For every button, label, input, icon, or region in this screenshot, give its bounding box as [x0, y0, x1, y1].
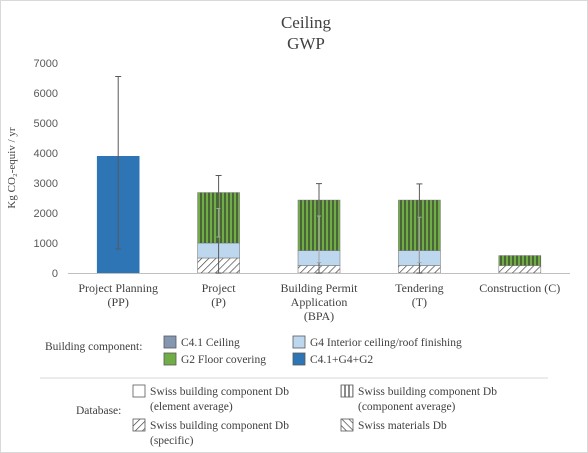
legend-item-g4-interior: G4 Interior ceiling/roof finishing	[292, 335, 462, 349]
legend-label-combined: C4.1+G4+G2	[310, 354, 373, 366]
legend-item-materials-db: Swiss materials Db	[340, 418, 447, 432]
legend-database-title: Database:	[76, 405, 121, 417]
legend-label-c41-ceiling: C4.1 Ceiling	[181, 337, 240, 349]
y-axis-ticks: 0 1000 2000 3000 4000 5000 6000 7000	[34, 58, 58, 280]
legend-label-specific-1: Swiss building component Db	[150, 420, 289, 432]
legend-swatch-element-average	[132, 384, 146, 398]
y-tick-label: 4000	[34, 148, 58, 160]
x-tick-label: Construction (C)	[479, 281, 560, 295]
y-tick-label: 7000	[34, 58, 58, 70]
legend-label-materials-db: Swiss materials Db	[358, 420, 447, 432]
x-tick-label: (T)	[412, 295, 427, 309]
y-tick-label: 3000	[34, 178, 58, 190]
x-axis-labels: Project Planning(PP) Project(P) Building P…	[78, 281, 560, 323]
legend-label-element-average-2: (element average)	[150, 401, 233, 413]
legend-label-specific-2: (specific)	[150, 435, 194, 447]
legend-item-combined: C4.1+G4+G2	[292, 352, 373, 366]
legend-database: Database: Swiss building component Db (e…	[76, 384, 497, 447]
bar-segment-g2-floor-pattern	[498, 255, 541, 266]
y-tick-label: 5000	[34, 118, 58, 130]
legend-label-component-average-2: (component average)	[358, 401, 456, 413]
legend-item-component-average: Swiss building component Db (component a…	[340, 384, 497, 413]
legend-swatch-g4-interior	[292, 335, 306, 349]
legend-label-element-average-1: Swiss building component Db	[150, 386, 289, 398]
legend-component-title: Building component:	[45, 341, 142, 353]
x-tick-label: (P)	[211, 295, 226, 309]
legend-item-element-average: Swiss building component Db (element ave…	[132, 384, 289, 413]
legend-swatch-specific	[132, 418, 146, 432]
y-tick-label: 1000	[34, 238, 58, 250]
legend-swatch-materials-db	[340, 418, 354, 432]
legend-label-g2-floor: G2 Floor covering	[181, 354, 266, 366]
legend-label-g4-interior: G4 Interior ceiling/roof finishing	[310, 337, 462, 349]
y-tick-label: 2000	[34, 208, 58, 220]
legend-building-component: Building component: C4.1 Ceiling G4 Inte…	[45, 335, 462, 366]
y-tick-label: 6000	[34, 88, 58, 100]
chart-subtitle: GWP	[287, 34, 325, 53]
legend-swatch-g2-floor	[163, 352, 177, 366]
legend-label-component-average-1: Swiss building component Db	[358, 386, 497, 398]
y-tick-label: 0	[52, 268, 58, 280]
legend-swatch-combined	[292, 352, 306, 366]
x-tick-label: Project Planning	[78, 281, 158, 295]
legend-swatch-component-average	[340, 384, 354, 398]
x-tick-label: (PP)	[108, 295, 129, 309]
x-tick-label: Tendering	[395, 281, 443, 295]
x-tick-label: Project	[202, 281, 237, 295]
plot-area	[68, 76, 570, 274]
legend-swatch-c41-ceiling	[163, 335, 177, 349]
x-tick-label: (BPA)	[304, 309, 334, 323]
y-axis-label: Kg CO₂-equiv / yr	[6, 127, 18, 208]
legend-item-g2-floor: G2 Floor covering	[163, 352, 266, 366]
legend-item-c41-ceiling: C4.1 Ceiling	[163, 335, 240, 349]
legend-item-specific: Swiss building component Db (specific)	[132, 418, 289, 447]
bar-segment-c41-ceiling-pattern	[498, 265, 541, 273]
x-tick-label: Application	[291, 295, 348, 309]
chart-title: Ceiling	[281, 13, 332, 32]
x-tick-label: Building Permit	[280, 281, 358, 295]
